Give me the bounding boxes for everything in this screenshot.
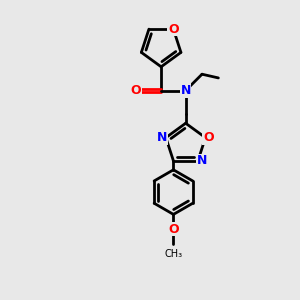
Text: N: N (157, 131, 167, 144)
Text: O: O (168, 223, 179, 236)
Text: CH₃: CH₃ (164, 249, 182, 259)
Text: N: N (181, 84, 191, 97)
Text: O: O (203, 131, 214, 144)
Text: O: O (130, 84, 141, 97)
Text: N: N (196, 154, 207, 167)
Text: O: O (168, 22, 179, 36)
